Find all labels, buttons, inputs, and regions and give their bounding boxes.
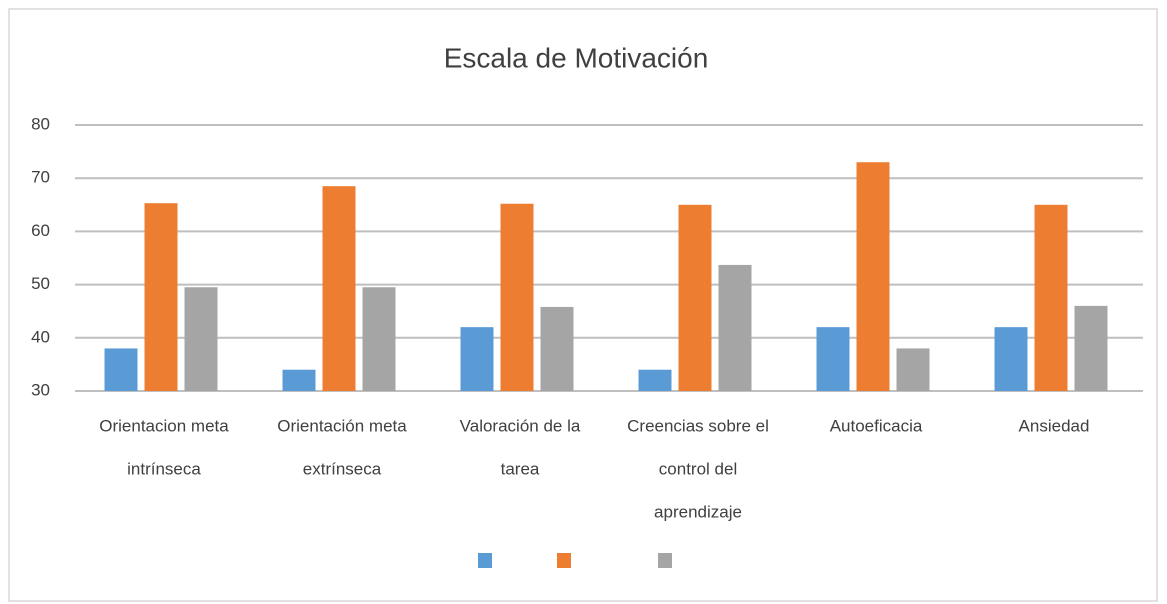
x-tick-label: Ansiedad bbox=[1019, 416, 1090, 435]
bar bbox=[718, 264, 752, 391]
bar bbox=[638, 369, 672, 391]
legend-swatch bbox=[478, 553, 492, 568]
chart-frame bbox=[8, 8, 1158, 602]
y-tick-label: 80 bbox=[31, 114, 50, 133]
bar bbox=[500, 203, 534, 391]
y-tick-label: 70 bbox=[31, 168, 50, 187]
x-tick-label: intrínseca bbox=[127, 459, 201, 478]
bar bbox=[322, 186, 356, 391]
x-tick-label: extrínseca bbox=[303, 459, 382, 478]
y-tick-label: 50 bbox=[31, 274, 50, 293]
x-tick-label: Creencias sobre el bbox=[627, 416, 769, 435]
bar bbox=[282, 369, 316, 391]
legend-swatch bbox=[658, 553, 672, 568]
chart-title: Escala de Motivación bbox=[444, 42, 709, 73]
x-tick-label: control del bbox=[659, 459, 737, 478]
bar bbox=[460, 327, 494, 391]
bar bbox=[856, 162, 890, 391]
y-tick-label: 60 bbox=[31, 221, 50, 240]
bar bbox=[104, 348, 138, 391]
bar bbox=[184, 287, 218, 391]
bar bbox=[1074, 305, 1108, 391]
x-tick-label: Orientacion meta bbox=[99, 416, 229, 435]
legend-swatch bbox=[557, 553, 571, 568]
y-tick-label: 40 bbox=[31, 327, 50, 346]
bar bbox=[540, 306, 574, 391]
x-tick-label: Autoeficacia bbox=[830, 416, 923, 435]
bar bbox=[678, 204, 712, 391]
bar bbox=[994, 327, 1028, 391]
x-tick-label: Orientación meta bbox=[277, 416, 407, 435]
y-tick-label: 30 bbox=[31, 380, 50, 399]
bar bbox=[144, 203, 178, 391]
bar bbox=[362, 287, 396, 391]
bar bbox=[896, 348, 930, 391]
x-tick-label: aprendizaje bbox=[654, 502, 742, 521]
bar bbox=[1034, 204, 1068, 391]
x-tick-label: Valoración de la bbox=[460, 416, 581, 435]
x-tick-label: tarea bbox=[501, 459, 540, 478]
bar bbox=[816, 327, 850, 391]
